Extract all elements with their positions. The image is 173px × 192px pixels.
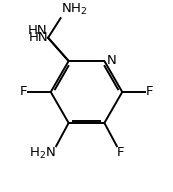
Text: HN: HN	[28, 31, 48, 44]
Text: F: F	[145, 85, 153, 98]
Text: NH$_2$: NH$_2$	[61, 2, 88, 17]
Text: H$_2$N: H$_2$N	[29, 146, 56, 161]
Text: F: F	[20, 85, 28, 98]
Text: HN: HN	[28, 24, 47, 37]
Text: N: N	[107, 54, 117, 67]
Text: F: F	[117, 146, 124, 159]
